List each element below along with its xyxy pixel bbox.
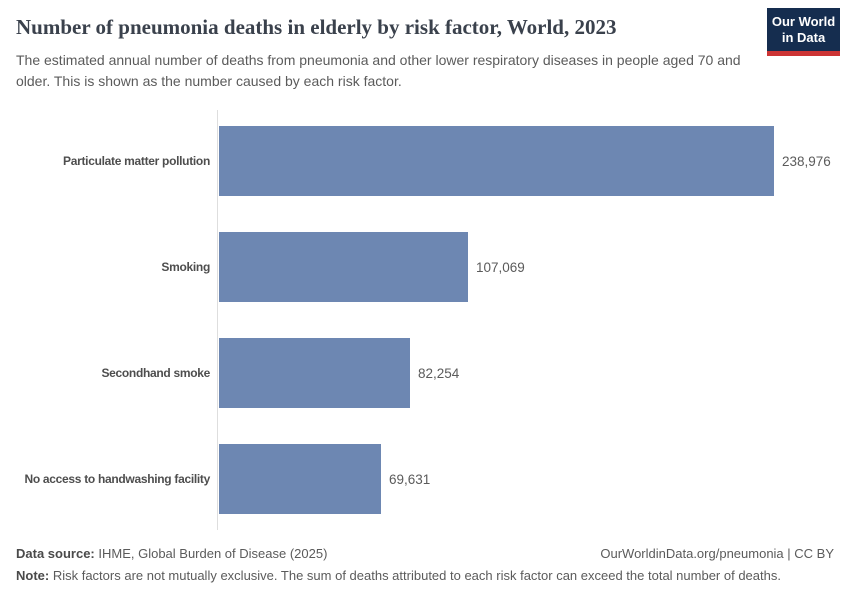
plot-area: 82,254 [218,320,834,426]
owid-logo: Our World in Data [767,8,840,56]
bar-row: No access to handwashing facility 69,631 [0,426,834,532]
value-label: 238,976 [782,153,831,169]
chart-footer: Data source: IHME, Global Burden of Dise… [16,543,834,587]
value-label: 82,254 [418,365,460,381]
bar[interactable] [219,338,410,408]
bar[interactable] [219,232,468,302]
owid-logo-line2: in Data [781,30,826,45]
category-label: No access to handwashing facility [0,426,218,532]
category-label: Particulate matter pollution [0,108,218,214]
note-text: Risk factors are not mutually exclusive.… [49,568,781,583]
page-title: Number of pneumonia deaths in elderly by… [16,15,617,39]
plot-area: 238,976 [218,108,834,214]
note-line: Note: Risk factors are not mutually excl… [16,565,834,587]
data-source-label: Data source: [16,546,95,561]
category-label-text: No access to handwashing facility [24,472,211,486]
category-label-text: Smoking [161,260,210,274]
bar-row: Particulate matter pollution 238,976 [0,108,834,214]
bar[interactable] [219,444,381,514]
data-source-line: Data source: IHME, Global Burden of Dise… [16,543,327,565]
credit-link[interactable]: OurWorldinData.org/pneumonia | CC BY [600,546,834,561]
bar[interactable] [219,126,774,196]
category-label-text: Secondhand smoke [101,366,210,380]
chart: Particulate matter pollution 238,976 Smoki… [0,108,834,532]
category-label: Secondhand smoke [0,320,218,426]
data-source-text: IHME, Global Burden of Disease (2025) [94,546,328,561]
category-label: Smoking [0,214,218,320]
plot-area: 69,631 [218,426,834,532]
owid-logo-line1: Our World [771,14,836,29]
value-label: 69,631 [389,471,431,487]
bar-row: Smoking 107,069 [0,214,834,320]
chart-header: Number of pneumonia deaths in elderly by… [16,0,840,92]
y-axis-line [217,110,218,530]
page-subtitle: The estimated annual number of deaths fr… [16,52,741,89]
bar-row: Secondhand smoke 82,254 [0,320,834,426]
category-label-text: Particulate matter pollution [63,154,210,168]
note-label: Note: [16,568,50,583]
value-label: 107,069 [476,259,525,275]
plot-area: 107,069 [218,214,834,320]
